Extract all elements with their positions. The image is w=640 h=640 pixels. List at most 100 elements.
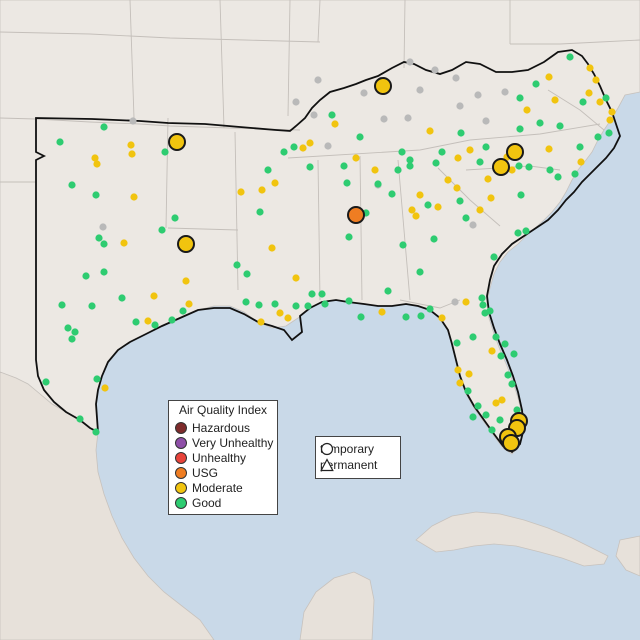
monitor-good[interactable]: [68, 335, 76, 343]
monitor-good[interactable]: [536, 119, 544, 127]
monitor-good[interactable]: [517, 191, 525, 199]
monitor-good[interactable]: [161, 148, 169, 156]
monitor-highlighted-moderate[interactable]: [502, 434, 520, 452]
monitor-highlighted-moderate[interactable]: [492, 158, 510, 176]
monitor-moderate[interactable]: [378, 308, 386, 316]
monitor-good[interactable]: [476, 158, 484, 166]
monitor-good[interactable]: [514, 229, 522, 237]
monitor-good[interactable]: [602, 94, 610, 102]
monitor-good[interactable]: [340, 162, 348, 170]
monitor-highlighted-moderate[interactable]: [506, 143, 524, 161]
monitor-moderate[interactable]: [454, 154, 462, 162]
monitor-good[interactable]: [399, 241, 407, 249]
monitor-moderate[interactable]: [258, 186, 266, 194]
monitor-good[interactable]: [515, 162, 523, 170]
monitor-good[interactable]: [513, 406, 521, 414]
monitor-moderate[interactable]: [454, 366, 462, 374]
monitor-moderate[interactable]: [130, 193, 138, 201]
monitor-moderate[interactable]: [144, 317, 152, 325]
monitor-good[interactable]: [504, 371, 512, 379]
monitor-highlighted-usg[interactable]: [347, 206, 365, 224]
monitor-good[interactable]: [566, 53, 574, 61]
monitor-good[interactable]: [426, 305, 434, 313]
monitor-moderate[interactable]: [426, 127, 434, 135]
monitor-moderate[interactable]: [523, 106, 531, 114]
monitor-moderate[interactable]: [299, 144, 307, 152]
monitor-good[interactable]: [76, 415, 84, 423]
monitor-good[interactable]: [474, 402, 482, 410]
monitor-good[interactable]: [556, 122, 564, 130]
monitor-good[interactable]: [469, 413, 477, 421]
monitor-good[interactable]: [290, 143, 298, 151]
monitor-moderate[interactable]: [416, 191, 424, 199]
monitor-good[interactable]: [179, 307, 187, 315]
monitor-moderate[interactable]: [127, 141, 135, 149]
monitor-moderate[interactable]: [488, 347, 496, 355]
monitor-no-data[interactable]: [474, 91, 482, 99]
monitor-no-data[interactable]: [456, 102, 464, 110]
monitor-good[interactable]: [457, 129, 465, 137]
monitor-good[interactable]: [64, 324, 72, 332]
monitor-good[interactable]: [292, 302, 300, 310]
monitor-moderate[interactable]: [456, 379, 464, 387]
monitor-moderate[interactable]: [352, 154, 360, 162]
monitor-highlighted-moderate[interactable]: [168, 133, 186, 151]
monitor-good[interactable]: [100, 123, 108, 131]
monitor-no-data[interactable]: [360, 89, 368, 97]
monitor-good[interactable]: [256, 208, 264, 216]
monitor-moderate[interactable]: [465, 370, 473, 378]
monitor-good[interactable]: [554, 173, 562, 181]
monitor-moderate[interactable]: [93, 160, 101, 168]
monitor-good[interactable]: [456, 197, 464, 205]
monitor-no-data[interactable]: [99, 223, 107, 231]
monitor-good[interactable]: [571, 170, 579, 178]
monitor-good[interactable]: [388, 190, 396, 198]
monitor-good[interactable]: [424, 201, 432, 209]
monitor-moderate[interactable]: [545, 73, 553, 81]
monitor-good[interactable]: [345, 297, 353, 305]
monitor-moderate[interactable]: [182, 277, 190, 285]
monitor-good[interactable]: [522, 227, 530, 235]
monitor-moderate[interactable]: [257, 318, 265, 326]
monitor-good[interactable]: [525, 163, 533, 171]
monitor-good[interactable]: [384, 287, 392, 295]
monitor-moderate[interactable]: [508, 166, 516, 174]
monitor-good[interactable]: [510, 350, 518, 358]
monitor-good[interactable]: [576, 143, 584, 151]
monitor-good[interactable]: [486, 307, 494, 315]
monitor-no-data[interactable]: [482, 117, 490, 125]
monitor-good[interactable]: [402, 313, 410, 321]
monitor-moderate[interactable]: [498, 396, 506, 404]
monitor-good[interactable]: [469, 333, 477, 341]
monitor-moderate[interactable]: [408, 206, 416, 214]
monitor-no-data[interactable]: [129, 117, 137, 125]
monitor-good[interactable]: [328, 111, 336, 119]
monitor-moderate[interactable]: [91, 154, 99, 162]
monitor-moderate[interactable]: [185, 300, 193, 308]
monitor-moderate[interactable]: [577, 158, 585, 166]
monitor-moderate[interactable]: [128, 150, 136, 158]
monitor-moderate[interactable]: [276, 309, 284, 317]
monitor-good[interactable]: [497, 352, 505, 360]
monitor-moderate[interactable]: [101, 384, 109, 392]
monitor-good[interactable]: [242, 298, 250, 306]
monitor-good[interactable]: [100, 268, 108, 276]
monitor-good[interactable]: [68, 181, 76, 189]
monitor-highlighted-moderate[interactable]: [177, 235, 195, 253]
monitor-good[interactable]: [464, 387, 472, 395]
monitor-moderate[interactable]: [592, 76, 600, 84]
monitor-moderate[interactable]: [438, 314, 446, 322]
monitor-moderate[interactable]: [237, 188, 245, 196]
monitor-moderate[interactable]: [444, 176, 452, 184]
monitor-moderate[interactable]: [268, 244, 276, 252]
monitor-moderate[interactable]: [434, 203, 442, 211]
monitor-no-data[interactable]: [501, 88, 509, 96]
monitor-good[interactable]: [478, 294, 486, 302]
monitor-good[interactable]: [280, 148, 288, 156]
monitor-moderate[interactable]: [292, 274, 300, 282]
monitor-moderate[interactable]: [484, 175, 492, 183]
monitor-good[interactable]: [118, 294, 126, 302]
monitor-good[interactable]: [88, 302, 96, 310]
monitor-good[interactable]: [496, 416, 504, 424]
monitor-moderate[interactable]: [606, 116, 614, 124]
